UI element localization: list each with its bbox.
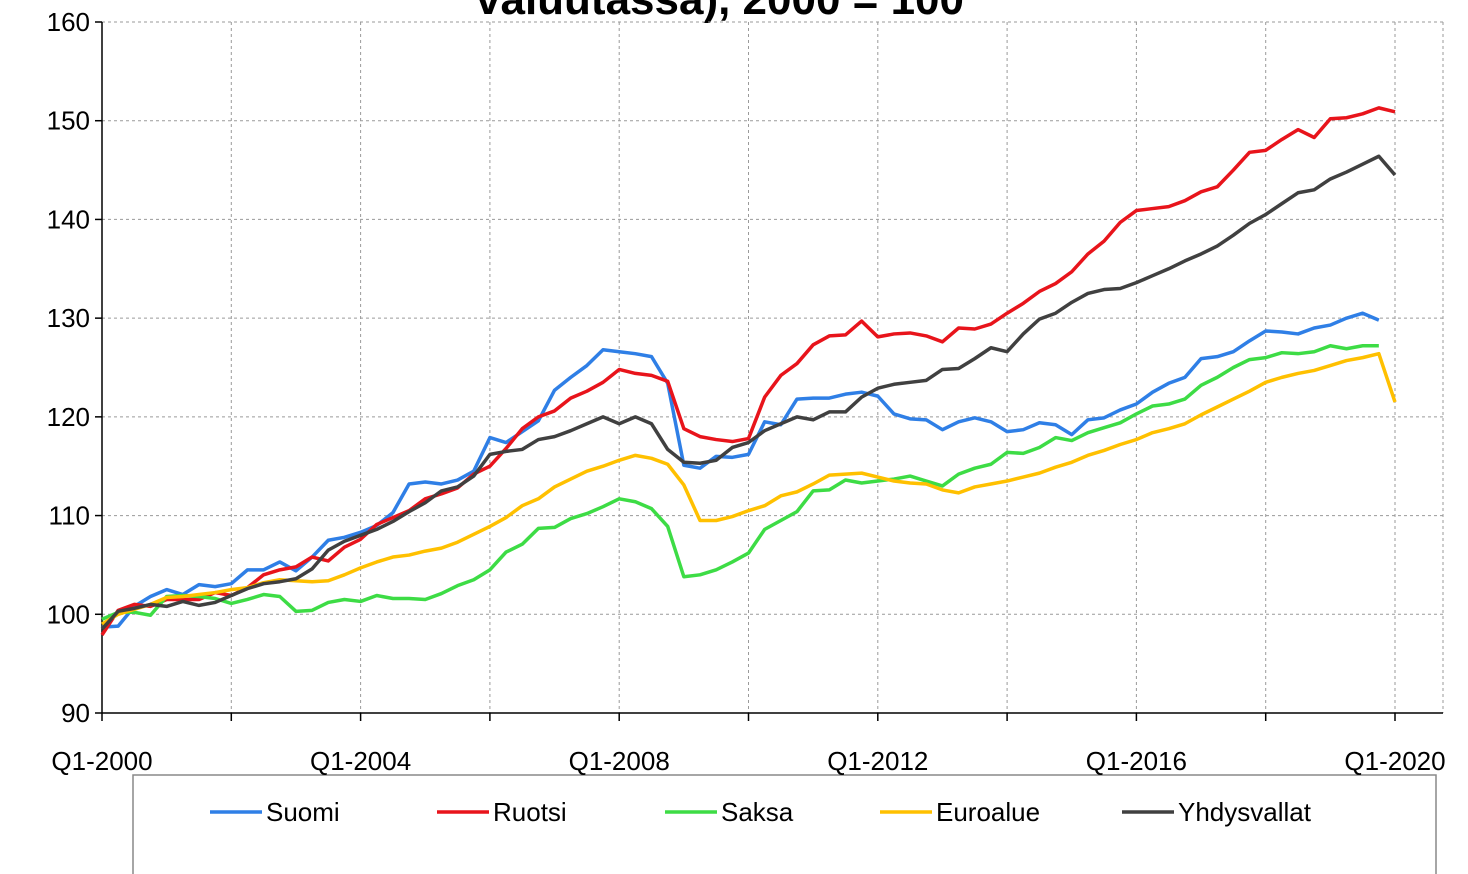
legend-label: Saksa bbox=[721, 797, 794, 827]
x-tick-label: Q1-2004 bbox=[310, 746, 411, 776]
series-line bbox=[101, 344, 1379, 621]
chart-title: valuutassa), 2000 = 100 bbox=[476, 0, 964, 24]
legend-box bbox=[132, 774, 1437, 874]
y-tick-label: 100 bbox=[47, 599, 90, 629]
series-line bbox=[101, 351, 1397, 626]
legend-label: Suomi bbox=[266, 797, 340, 827]
x-tick-label: Q1-2012 bbox=[827, 746, 928, 776]
legend-label: Euroalue bbox=[936, 797, 1040, 827]
x-tick-label: Q1-2020 bbox=[1344, 746, 1445, 776]
y-tick-label: 140 bbox=[47, 204, 90, 234]
y-tick-label: 150 bbox=[47, 106, 90, 136]
y-tick-label: 160 bbox=[47, 7, 90, 37]
y-tick-label: 90 bbox=[61, 698, 90, 728]
y-tick-label: 130 bbox=[47, 303, 90, 333]
series-line bbox=[100, 106, 1396, 636]
series-line bbox=[100, 154, 1397, 631]
series-line bbox=[101, 311, 1380, 629]
y-tick-label: 120 bbox=[47, 402, 90, 432]
legend-label: Ruotsi bbox=[493, 797, 567, 827]
legend-label: Yhdysvallat bbox=[1178, 797, 1312, 827]
y-tick-label: 110 bbox=[49, 501, 90, 531]
x-tick-label: Q1-2016 bbox=[1086, 746, 1187, 776]
x-tick-label: Q1-2000 bbox=[51, 746, 152, 776]
x-tick-label: Q1-2008 bbox=[569, 746, 670, 776]
